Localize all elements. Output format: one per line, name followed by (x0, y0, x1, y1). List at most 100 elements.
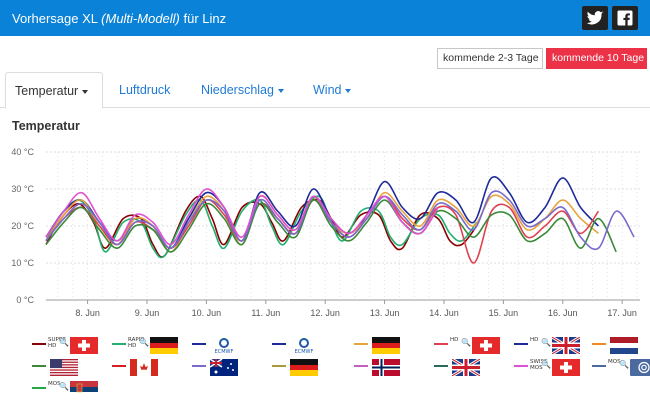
legend-swatch (514, 343, 528, 345)
legend-item[interactable] (32, 357, 106, 377)
legend-swatch (192, 365, 206, 367)
magnifier-icon: 🔍 (139, 338, 149, 347)
legend-item[interactable]: MOS 🔍 (32, 379, 106, 399)
legend-item[interactable] (272, 357, 346, 377)
model-tag: HD (530, 337, 539, 343)
legend-item[interactable] (434, 357, 508, 377)
y-tick-label: 20 °C (11, 221, 34, 231)
legend-swatch (592, 365, 606, 367)
legend-swatch (514, 365, 528, 367)
au-flag-icon (210, 359, 238, 376)
legend-swatch (112, 343, 126, 345)
header-bar: Vorhersage XL (Multi-Modell) für Linz (0, 0, 650, 36)
tab-wind[interactable]: Wind (313, 72, 352, 108)
x-tick-label: 14. Jun (429, 308, 459, 318)
tab-temperatur-label: Temperatur (15, 84, 79, 98)
legend-item[interactable] (592, 335, 650, 355)
tab-luftdruck-label: Luftdruck (119, 83, 171, 97)
magnifier-icon: 🔍 (59, 382, 69, 391)
title-model: (Multi-Modell) (101, 11, 180, 26)
ecmwf-flag-icon: ECMWF (290, 337, 318, 354)
chevron-down-icon (277, 88, 284, 93)
x-tick-label: 8. Jun (75, 308, 100, 318)
model-tag: SUPER HD (48, 337, 67, 349)
no-flag-icon (372, 359, 400, 376)
x-tick-label: 17. Jun (607, 308, 637, 318)
twitter-icon[interactable] (582, 6, 608, 30)
magnifier-icon: 🔍 (59, 338, 69, 347)
legend-item[interactable] (112, 357, 186, 377)
tab-niederschlag-label: Niederschlag (201, 83, 274, 97)
range-10-days-button[interactable]: kommende 10 Tage (546, 48, 647, 69)
legend-swatch (434, 365, 448, 367)
tab-niederschlag[interactable]: Niederschlag (201, 72, 284, 108)
legend-swatch (192, 343, 206, 345)
legend-swatch (272, 343, 286, 345)
nl-flag-icon (610, 337, 638, 354)
ch-flag-icon (70, 337, 98, 354)
y-tick-label: 30 °C (11, 184, 34, 194)
x-tick-label: 9. Jun (135, 308, 160, 318)
legend-swatch (434, 343, 448, 345)
x-tick-label: 16. Jun (548, 308, 578, 318)
magnifier-icon: 🔍 (461, 338, 471, 347)
us-flag-icon (50, 359, 78, 376)
model-tag: SWISS MOS (530, 359, 548, 371)
legend-item[interactable]: SUPER HD 🔍 (32, 335, 106, 355)
x-tick-label: 11. Jun (251, 308, 280, 318)
model-tag: MOS (608, 359, 621, 365)
model-tag: RAPID HD (128, 337, 145, 349)
legend-item[interactable]: ECMWF (192, 335, 266, 355)
legend-swatch (592, 343, 606, 345)
chevron-down-icon (82, 89, 89, 94)
legend-item[interactable]: ECMWF (272, 335, 346, 355)
legend-item[interactable]: RAPID HD 🔍 (112, 335, 186, 355)
ca-flag-icon (130, 359, 158, 376)
legend-item[interactable]: HD 🔍 (514, 335, 588, 355)
legend-item[interactable] (192, 357, 266, 377)
legend-item[interactable]: MOS 🔍 (592, 357, 650, 377)
de-flag-icon (290, 359, 318, 376)
series-line-6 (45, 190, 635, 251)
legend-item[interactable] (354, 357, 428, 377)
y-tick-label: 10 °C (11, 258, 34, 268)
y-tick-label: 0 °C (16, 295, 34, 305)
series-line-1 (45, 195, 478, 259)
title-suffix: für Linz (183, 11, 227, 26)
y-tick-label: 40 °C (11, 147, 34, 157)
de-flag-icon (372, 337, 400, 354)
facebook-icon[interactable] (612, 6, 638, 30)
model-legend: SUPER HD 🔍 RAPID HD 🔍 ECMWF ECMWF HD 🔍 HD 🔍 SWISS … (0, 335, 650, 411)
model-tag: MOS (48, 381, 61, 387)
magnifier-icon: 🔍 (541, 360, 551, 369)
magnifier-icon: 🔍 (541, 338, 551, 347)
ch-flag-icon (472, 337, 500, 354)
chevron-down-icon (345, 88, 352, 93)
legend-item[interactable]: HD 🔍 (434, 335, 508, 355)
x-tick-label: 15. Jun (489, 308, 519, 318)
legend-item[interactable]: SWISS MOS 🔍 (514, 357, 588, 377)
x-tick-label: 10. Jun (192, 308, 222, 318)
ch-flag-icon (552, 359, 580, 376)
chart-tabs: Temperatur Luftdruck Niederschlag Wind (0, 72, 650, 109)
legend-swatch (32, 387, 46, 389)
range-2-3-days-button[interactable]: kommende 2-3 Tage (437, 48, 543, 69)
legend-swatch (354, 365, 368, 367)
page-title: Vorhersage XL (Multi-Modell) für Linz (12, 11, 226, 26)
title-prefix: Vorhersage XL (12, 11, 98, 26)
temperature-chart: 0 °C 10 °C 20 °C 30 °C 40 °C 8. Jun 9. Jun 10. … (11, 147, 640, 318)
model-tag: HD (450, 337, 459, 343)
ecmwf-flag-icon: ECMWF (210, 337, 238, 354)
series-line-5 (45, 199, 617, 253)
magnifier-icon: 🔍 (619, 360, 629, 369)
legend-swatch (272, 365, 286, 367)
legend-swatch (32, 365, 46, 367)
svg-text:ECMWF: ECMWF (215, 349, 234, 354)
tab-luftdruck[interactable]: Luftdruck (119, 72, 170, 108)
legend-item[interactable] (354, 335, 428, 355)
x-tick-label: 13. Jun (370, 308, 400, 318)
uk-flag-icon (452, 359, 480, 376)
swirl-flag-icon (630, 359, 650, 376)
tab-temperatur[interactable]: Temperatur (5, 72, 103, 109)
tab-wind-label: Wind (313, 83, 342, 97)
